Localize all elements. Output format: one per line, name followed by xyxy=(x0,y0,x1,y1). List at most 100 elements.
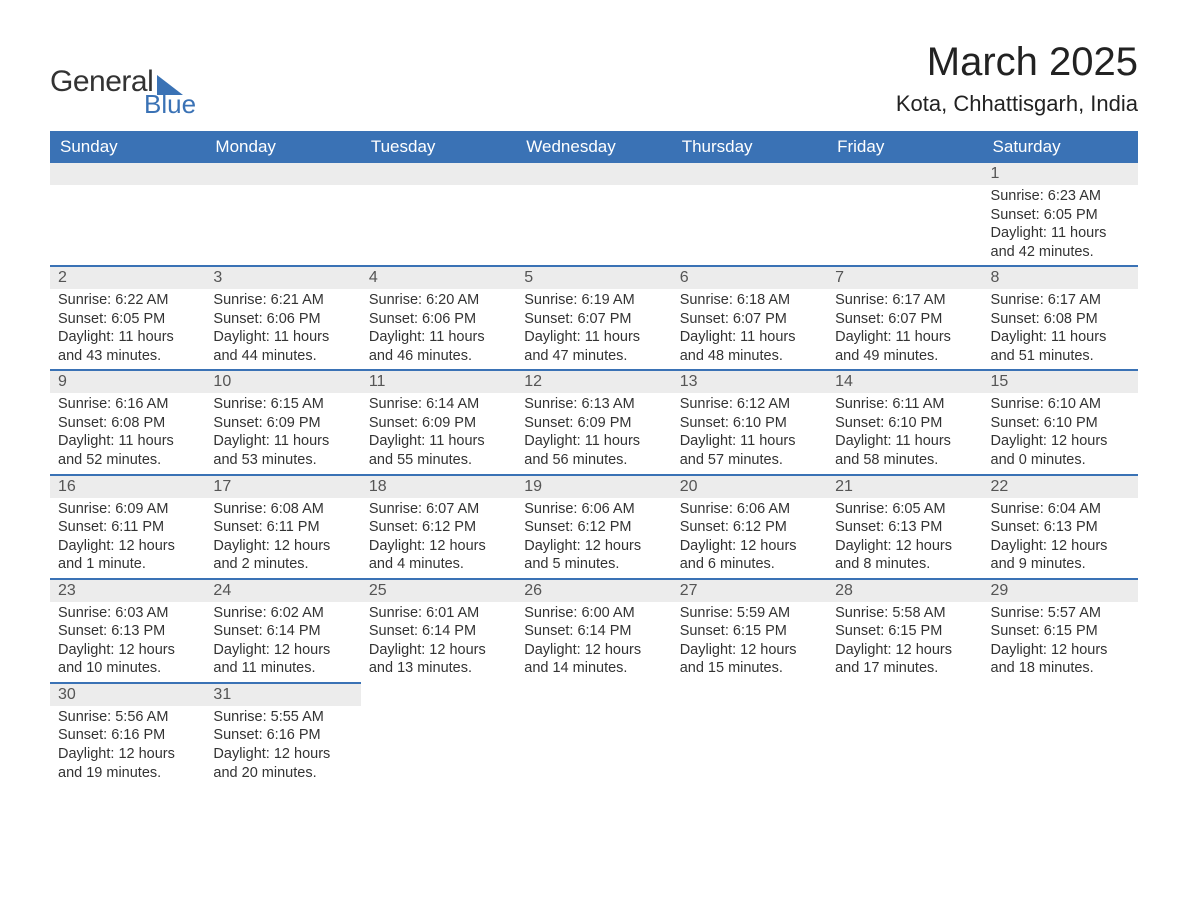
daylight-line: Daylight: 12 hours and 19 minutes. xyxy=(58,745,197,782)
calendar-day: 24Sunrise: 6:02 AMSunset: 6:14 PMDayligh… xyxy=(205,579,360,683)
weekday-header: Wednesday xyxy=(516,131,671,163)
sunset-line: Sunset: 6:07 PM xyxy=(680,310,819,329)
day-number: 5 xyxy=(516,267,671,289)
sunset-line: Sunset: 6:12 PM xyxy=(369,518,508,537)
daylight-line: Daylight: 12 hours and 15 minutes. xyxy=(680,641,819,678)
day-number xyxy=(827,163,982,185)
sunrise-line: Sunrise: 6:20 AM xyxy=(369,291,508,310)
day-details: Sunrise: 6:11 AMSunset: 6:10 PMDaylight:… xyxy=(827,393,982,473)
day-details: Sunrise: 6:18 AMSunset: 6:07 PMDaylight:… xyxy=(672,289,827,369)
daylight-line: Daylight: 12 hours and 4 minutes. xyxy=(369,537,508,574)
calendar-week: 1Sunrise: 6:23 AMSunset: 6:05 PMDaylight… xyxy=(50,163,1138,266)
day-number: 1 xyxy=(983,163,1138,185)
day-number xyxy=(516,683,671,705)
sunset-line: Sunset: 6:12 PM xyxy=(524,518,663,537)
calendar-day: 7Sunrise: 6:17 AMSunset: 6:07 PMDaylight… xyxy=(827,266,982,370)
day-number: 26 xyxy=(516,580,671,602)
calendar-day: 15Sunrise: 6:10 AMSunset: 6:10 PMDayligh… xyxy=(983,370,1138,474)
calendar-day: 26Sunrise: 6:00 AMSunset: 6:14 PMDayligh… xyxy=(516,579,671,683)
daylight-line: Daylight: 12 hours and 18 minutes. xyxy=(991,641,1130,678)
day-number: 18 xyxy=(361,476,516,498)
calendar-day: 27Sunrise: 5:59 AMSunset: 6:15 PMDayligh… xyxy=(672,579,827,683)
calendar-table: SundayMondayTuesdayWednesdayThursdayFrid… xyxy=(50,131,1138,786)
sunset-line: Sunset: 6:11 PM xyxy=(58,518,197,537)
day-number: 8 xyxy=(983,267,1138,289)
weekday-header-row: SundayMondayTuesdayWednesdayThursdayFrid… xyxy=(50,131,1138,163)
sunset-line: Sunset: 6:16 PM xyxy=(58,726,197,745)
day-number: 27 xyxy=(672,580,827,602)
day-details xyxy=(983,705,1138,783)
day-details: Sunrise: 6:22 AMSunset: 6:05 PMDaylight:… xyxy=(50,289,205,369)
day-details: Sunrise: 6:00 AMSunset: 6:14 PMDaylight:… xyxy=(516,602,671,682)
day-details: Sunrise: 6:19 AMSunset: 6:07 PMDaylight:… xyxy=(516,289,671,369)
daylight-line: Daylight: 11 hours and 56 minutes. xyxy=(524,432,663,469)
day-details xyxy=(205,185,360,263)
day-number: 13 xyxy=(672,371,827,393)
sunset-line: Sunset: 6:09 PM xyxy=(213,414,352,433)
page-title: March 2025 xyxy=(896,40,1138,85)
daylight-line: Daylight: 12 hours and 20 minutes. xyxy=(213,745,352,782)
day-number xyxy=(983,683,1138,705)
sunrise-line: Sunrise: 6:17 AM xyxy=(991,291,1130,310)
day-number: 30 xyxy=(50,684,205,706)
day-details: Sunrise: 6:14 AMSunset: 6:09 PMDaylight:… xyxy=(361,393,516,473)
calendar-day-empty xyxy=(672,163,827,266)
day-number: 31 xyxy=(205,684,360,706)
day-details: Sunrise: 5:58 AMSunset: 6:15 PMDaylight:… xyxy=(827,602,982,682)
day-number: 20 xyxy=(672,476,827,498)
day-number: 28 xyxy=(827,580,982,602)
sunrise-line: Sunrise: 6:06 AM xyxy=(524,500,663,519)
day-details: Sunrise: 6:10 AMSunset: 6:10 PMDaylight:… xyxy=(983,393,1138,473)
day-number: 11 xyxy=(361,371,516,393)
day-number: 23 xyxy=(50,580,205,602)
sunset-line: Sunset: 6:10 PM xyxy=(835,414,974,433)
sunrise-line: Sunrise: 6:15 AM xyxy=(213,395,352,414)
calendar-week: 23Sunrise: 6:03 AMSunset: 6:13 PMDayligh… xyxy=(50,579,1138,683)
day-details: Sunrise: 5:57 AMSunset: 6:15 PMDaylight:… xyxy=(983,602,1138,682)
day-number xyxy=(205,163,360,185)
calendar-day-empty xyxy=(983,683,1138,786)
calendar-day: 16Sunrise: 6:09 AMSunset: 6:11 PMDayligh… xyxy=(50,475,205,579)
calendar-day: 25Sunrise: 6:01 AMSunset: 6:14 PMDayligh… xyxy=(361,579,516,683)
sunset-line: Sunset: 6:14 PM xyxy=(369,622,508,641)
day-number: 29 xyxy=(983,580,1138,602)
daylight-line: Daylight: 11 hours and 48 minutes. xyxy=(680,328,819,365)
day-number: 22 xyxy=(983,476,1138,498)
day-details xyxy=(361,705,516,783)
day-number: 21 xyxy=(827,476,982,498)
day-details xyxy=(516,705,671,783)
logo-word-blue: Blue xyxy=(144,91,196,117)
sunrise-line: Sunrise: 6:09 AM xyxy=(58,500,197,519)
sunrise-line: Sunrise: 6:14 AM xyxy=(369,395,508,414)
sunrise-line: Sunrise: 6:07 AM xyxy=(369,500,508,519)
day-number: 25 xyxy=(361,580,516,602)
day-number xyxy=(516,163,671,185)
calendar-day: 10Sunrise: 6:15 AMSunset: 6:09 PMDayligh… xyxy=(205,370,360,474)
weekday-header: Monday xyxy=(205,131,360,163)
sunset-line: Sunset: 6:15 PM xyxy=(835,622,974,641)
calendar-week: 9Sunrise: 6:16 AMSunset: 6:08 PMDaylight… xyxy=(50,370,1138,474)
day-number: 16 xyxy=(50,476,205,498)
daylight-line: Daylight: 11 hours and 58 minutes. xyxy=(835,432,974,469)
sunset-line: Sunset: 6:15 PM xyxy=(680,622,819,641)
day-number: 3 xyxy=(205,267,360,289)
calendar-day: 30Sunrise: 5:56 AMSunset: 6:16 PMDayligh… xyxy=(50,683,205,786)
logo: General Blue xyxy=(50,67,196,117)
sunrise-line: Sunrise: 6:16 AM xyxy=(58,395,197,414)
sunrise-line: Sunrise: 6:18 AM xyxy=(680,291,819,310)
sunrise-line: Sunrise: 5:58 AM xyxy=(835,604,974,623)
day-number: 24 xyxy=(205,580,360,602)
calendar-day: 11Sunrise: 6:14 AMSunset: 6:09 PMDayligh… xyxy=(361,370,516,474)
day-details xyxy=(672,705,827,783)
sunset-line: Sunset: 6:10 PM xyxy=(680,414,819,433)
daylight-line: Daylight: 11 hours and 44 minutes. xyxy=(213,328,352,365)
day-number: 6 xyxy=(672,267,827,289)
sunrise-line: Sunrise: 6:13 AM xyxy=(524,395,663,414)
day-details: Sunrise: 6:06 AMSunset: 6:12 PMDaylight:… xyxy=(672,498,827,578)
calendar-day: 17Sunrise: 6:08 AMSunset: 6:11 PMDayligh… xyxy=(205,475,360,579)
sunrise-line: Sunrise: 6:11 AM xyxy=(835,395,974,414)
day-details: Sunrise: 6:04 AMSunset: 6:13 PMDaylight:… xyxy=(983,498,1138,578)
daylight-line: Daylight: 11 hours and 57 minutes. xyxy=(680,432,819,469)
day-details: Sunrise: 6:17 AMSunset: 6:08 PMDaylight:… xyxy=(983,289,1138,369)
calendar-day: 23Sunrise: 6:03 AMSunset: 6:13 PMDayligh… xyxy=(50,579,205,683)
